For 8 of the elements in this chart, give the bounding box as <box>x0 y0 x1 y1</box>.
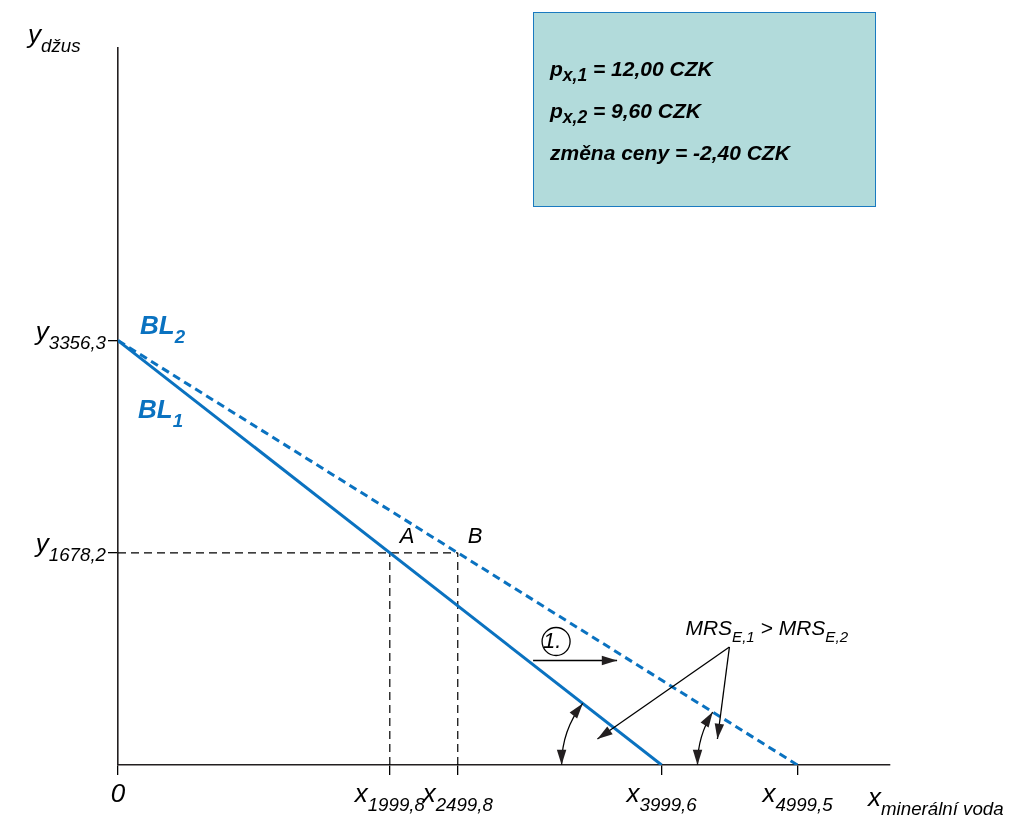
annotation: 1. <box>543 627 562 653</box>
annotation: p$_{x,2}$ = 9,60 CZK <box>550 98 703 130</box>
annotation: p$_{x,1}$ = 12,00 CZK <box>550 56 715 88</box>
x-tick-label: 0 <box>110 778 126 809</box>
annotation: A <box>397 522 415 548</box>
annotation: B <box>467 522 483 548</box>
text-box: p$_{x,1}$ = 12,00 CZK p$_{x,2}$ = 9,60 CZK změna ceny = -2,40 CZK <box>533 12 876 207</box>
annotation: změna ceny = -2,40 CZK <box>550 140 792 167</box>
